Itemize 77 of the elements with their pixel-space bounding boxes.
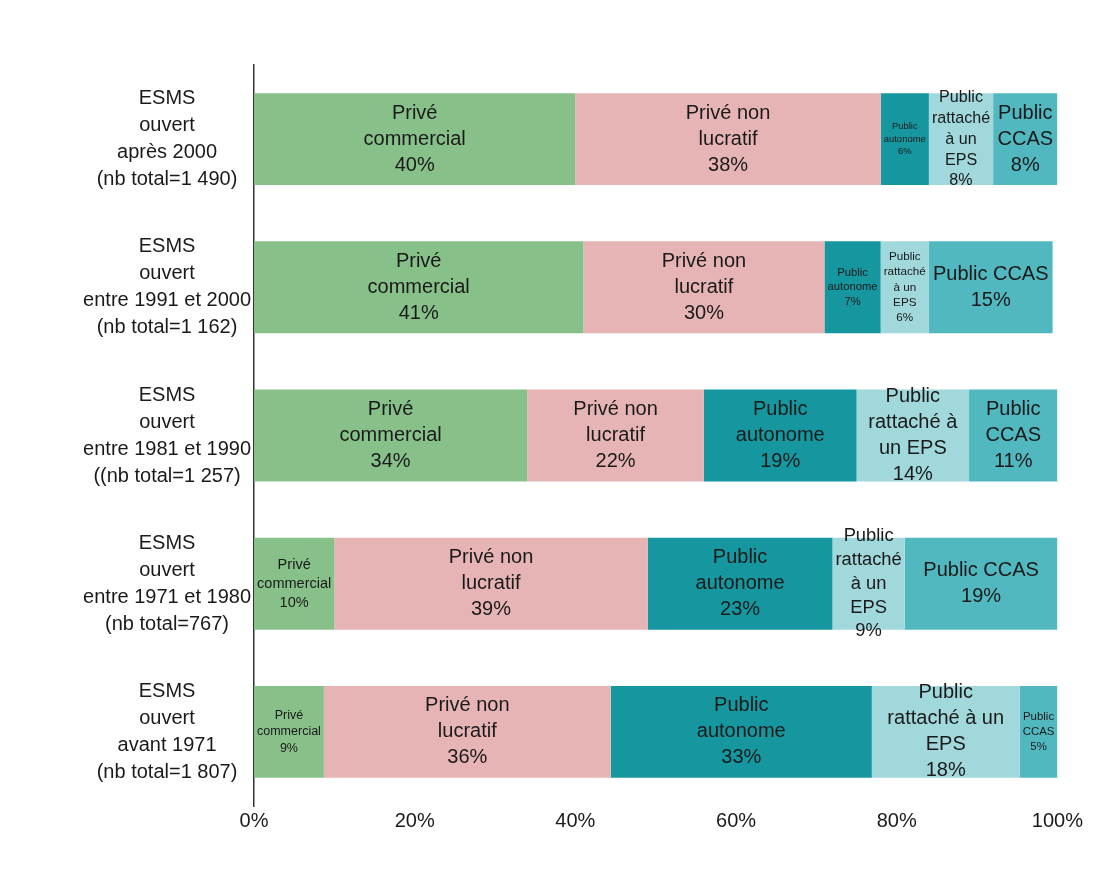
data-label: 30% — [683, 300, 725, 323]
text: Public CCAS — [932, 261, 1049, 284]
data-label: 19% — [760, 449, 801, 472]
series-label: Privé commercial — [257, 708, 321, 739]
text: Privé commercial — [363, 100, 466, 149]
data-label: 9% — [855, 619, 882, 641]
bar — [254, 93, 576, 186]
data-label: 38% — [708, 152, 749, 175]
y-tick-label: ESMS ouvert après 2000 (nb total=1 490) — [96, 86, 238, 190]
data-label: 6% — [897, 145, 913, 157]
bar — [928, 241, 1053, 334]
x-tick-label: 100% — [1031, 808, 1084, 831]
data-label: 15% — [970, 287, 1011, 310]
text: Public autonome — [735, 397, 825, 446]
data-label: 36% — [447, 745, 488, 768]
data-label: 22% — [595, 449, 636, 472]
text: Privé commercial — [339, 397, 442, 446]
x-tick-label: 0% — [239, 808, 269, 831]
y-tick-label: ESMS ouvert entre 1981 et 1990 ((nb total=1 257) — [83, 382, 251, 486]
bar — [647, 537, 833, 630]
text: Privé non lucratif — [661, 248, 747, 297]
text: Public rattaché à un EPS — [931, 86, 991, 168]
text: Public CCAS — [923, 558, 1039, 581]
text: Privé commercial — [257, 555, 332, 591]
bar — [583, 241, 825, 334]
bar — [254, 685, 324, 778]
text: Privé non lucratif — [448, 545, 534, 594]
data-label: 34% — [370, 449, 411, 472]
y-tick-label: ESMS ouvert entre 1971 et 1980 (nb total=767) — [83, 530, 251, 634]
bar — [880, 93, 929, 186]
text: Privé commercial — [367, 248, 470, 297]
data-label: 39% — [470, 597, 512, 620]
text: Public rattaché à un EPS — [887, 680, 1005, 755]
x-tick-label: 60% — [716, 808, 757, 831]
bar — [527, 389, 704, 482]
y-tick-label: ESMS ouvert avant 1971 (nb total=1 807) — [96, 678, 238, 782]
data-label: 8% — [1010, 152, 1040, 175]
text: Privé non lucratif — [685, 100, 771, 149]
data-label: 9% — [279, 740, 298, 755]
text: Public autonome — [696, 693, 786, 742]
bar — [254, 241, 584, 334]
x-tick-label: 80% — [876, 808, 917, 831]
data-label: 14% — [892, 462, 934, 485]
data-label: 41% — [398, 300, 439, 323]
bar — [610, 685, 872, 778]
bar — [824, 241, 881, 334]
series-label: Privé non lucratif — [425, 693, 510, 742]
data-label: 40% — [394, 152, 435, 175]
bar — [703, 389, 857, 482]
y-tick-label: ESMS ouvert entre 1991 et 2000 (nb total=1 162) — [83, 234, 251, 338]
series-label: Public CCAS — [1022, 710, 1055, 738]
series-label: Public autonome — [827, 265, 878, 293]
data-label: 23% — [720, 597, 761, 620]
data-label: 11% — [993, 449, 1033, 472]
text: Public rattaché à un EPS — [835, 524, 902, 617]
text: Public autonome — [695, 545, 785, 594]
data-label: 5% — [1030, 739, 1047, 752]
x-tick-label: 20% — [394, 808, 435, 831]
bar — [334, 537, 648, 630]
data-label: 10% — [279, 593, 309, 610]
data-label: 33% — [721, 745, 762, 768]
bar — [323, 685, 611, 778]
text: Public autonome — [883, 120, 926, 144]
data-label: 19% — [961, 584, 1002, 607]
text: Public CCAS — [985, 397, 1042, 446]
bar — [254, 389, 528, 482]
series-label: Public rattaché à un EPS — [883, 249, 926, 308]
x-tick-label: 40% — [555, 808, 596, 831]
data-label: 7% — [844, 295, 861, 308]
text: Public rattaché à un EPS — [868, 384, 958, 459]
data-label: 18% — [925, 758, 966, 781]
bar — [904, 537, 1058, 630]
text: Privé non lucratif — [573, 397, 658, 446]
bar — [575, 93, 881, 186]
data-label: 6% — [896, 309, 914, 323]
data-label: 8% — [949, 170, 973, 189]
text: Public CCAS — [997, 100, 1054, 149]
